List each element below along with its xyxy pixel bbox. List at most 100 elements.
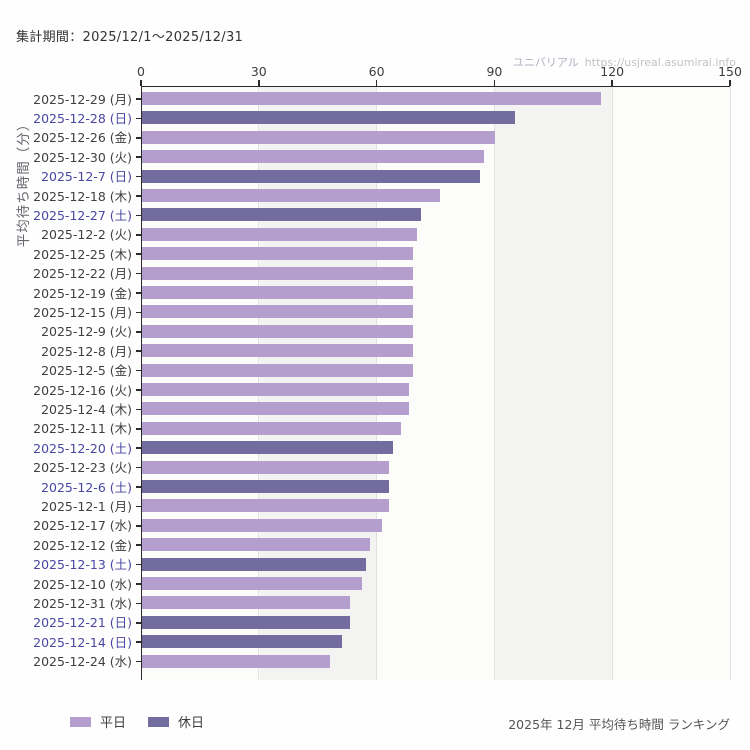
x-tick-label: 120: [600, 64, 625, 79]
y-tick-mark: [136, 408, 141, 411]
y-tick-mark: [136, 447, 141, 449]
weekday-bar: [142, 150, 484, 164]
holiday-bar: [142, 169, 480, 183]
y-axis-date-label: 2025-12-29 (月): [33, 91, 132, 107]
y-axis-date-label: 2025-12-30 (火): [33, 149, 132, 165]
y-axis-date-label: 2025-12-22 (月): [33, 266, 132, 282]
weekday-bar: [142, 266, 413, 280]
y-axis-date-label: 2025-12-21 (日): [33, 615, 132, 631]
y-axis-date-label: 2025-12-17 (水): [33, 518, 132, 534]
y-axis-date-label: 2025-12-16 (火): [33, 382, 132, 398]
y-tick-mark: [136, 234, 141, 236]
x-tick-mark: [611, 80, 613, 86]
y-tick-mark: [136, 369, 141, 372]
legend-label-holiday: 休日: [178, 716, 205, 731]
y-axis-date-label: 2025-12-28 (日): [33, 110, 132, 126]
holiday-bar: [142, 635, 343, 649]
legend-item-weekday: 平日: [70, 712, 126, 731]
x-tick-mark: [258, 80, 260, 86]
y-tick-mark: [136, 660, 141, 663]
y-tick-mark: [136, 292, 141, 294]
weekday-bar: [142, 654, 331, 668]
aggregation-period-title: 集計期間：2025/12/1～2025/12/31: [16, 30, 244, 45]
y-axis-date-label: 2025-12-1 (月): [41, 498, 132, 514]
y-axis-date-label: 2025-12-8 (月): [41, 343, 132, 359]
weekday-bar: [142, 460, 390, 474]
weekday-bar: [142, 363, 413, 377]
y-tick-mark: [136, 175, 141, 178]
x-tick-label: 90: [486, 64, 503, 79]
y-axis-date-label: 2025-12-20 (土): [33, 440, 132, 456]
legend-item-holiday: 休日: [148, 712, 204, 731]
chart-caption: 2025年 12月 平均待ち時間 ランキング: [508, 717, 730, 732]
y-tick-mark: [136, 505, 141, 508]
plot-area: [141, 86, 731, 680]
gridline: [611, 87, 613, 680]
weekday-bar: [142, 247, 413, 261]
y-tick-mark: [136, 525, 141, 527]
holiday-bar: [142, 557, 366, 571]
x-tick-label: 30: [250, 64, 267, 79]
y-tick-mark: [136, 389, 141, 391]
y-axis-date-label: 2025-12-19 (金): [33, 285, 132, 301]
y-axis-date-label: 2025-12-2 (火): [41, 227, 132, 243]
y-tick-mark: [136, 98, 141, 100]
y-tick-mark: [136, 622, 141, 624]
weekday-bar: [142, 421, 402, 435]
weekday-bar: [142, 130, 496, 144]
y-tick-mark: [136, 214, 141, 217]
weekday-bar: [142, 518, 382, 532]
legend: 平日 休日: [70, 712, 204, 731]
y-axis-date-label: 2025-12-9 (火): [41, 324, 132, 340]
y-tick-mark: [136, 272, 141, 275]
weekday-bar: [142, 538, 370, 552]
weekday-bar: [142, 577, 362, 590]
y-axis-date-label: 2025-12-10 (水): [33, 576, 132, 592]
y-axis-date-label: 2025-12-12 (金): [33, 537, 132, 553]
y-tick-mark: [136, 331, 141, 333]
y-tick-mark: [136, 350, 141, 352]
y-tick-mark: [136, 117, 141, 120]
y-axis-date-label: 2025-12-13 (土): [33, 557, 132, 573]
legend-label-weekday: 平日: [100, 716, 127, 731]
holiday-bar: [142, 111, 516, 125]
y-tick-mark: [136, 137, 141, 139]
y-axis-date-label: 2025-12-4 (木): [41, 401, 132, 417]
x-tick-mark: [729, 80, 731, 86]
weekday-bar: [142, 596, 351, 610]
gridline: [493, 87, 495, 680]
x-tick-mark: [375, 80, 378, 86]
watermark-brand: ユニバリアル: [512, 56, 579, 69]
watermark-url: https://usjreal.asumirai.info: [584, 56, 736, 69]
weekday-bar: [142, 324, 413, 338]
y-axis-date-label: 2025-12-15 (月): [33, 304, 132, 320]
holiday-bar: [142, 480, 390, 493]
y-tick-mark: [136, 466, 141, 469]
weekday-bar: [142, 402, 409, 416]
x-tick-mark: [140, 80, 142, 86]
y-tick-mark: [136, 156, 141, 158]
y-tick-mark: [136, 428, 141, 430]
weekday-bar: [142, 227, 417, 241]
holiday-bar: [142, 615, 351, 629]
y-tick-mark: [136, 311, 141, 314]
y-axis-date-label: 2025-12-24 (水): [33, 654, 132, 670]
gridline: [729, 87, 731, 680]
y-axis-date-label: 2025-12-7 (日): [41, 169, 132, 185]
y-tick-mark: [136, 602, 141, 605]
y-axis-date-label: 2025-12-25 (木): [33, 246, 132, 262]
weekday-color-swatch: [70, 716, 91, 727]
y-axis-date-label: 2025-12-18 (木): [33, 188, 132, 204]
y-axis-date-label: 2025-12-27 (土): [33, 207, 132, 223]
y-axis-date-label: 2025-12-26 (金): [33, 130, 132, 146]
weekday-bar: [142, 383, 409, 396]
x-tick-label: 60: [368, 64, 385, 79]
holiday-bar: [142, 208, 421, 222]
x-tick-label: 150: [718, 64, 742, 79]
weekday-bar: [142, 92, 602, 105]
y-axis-date-label: 2025-12-14 (日): [33, 634, 132, 650]
y-tick-mark: [136, 641, 141, 643]
y-axis-date-label: 2025-12-31 (水): [33, 595, 132, 611]
y-tick-mark: [136, 486, 141, 488]
